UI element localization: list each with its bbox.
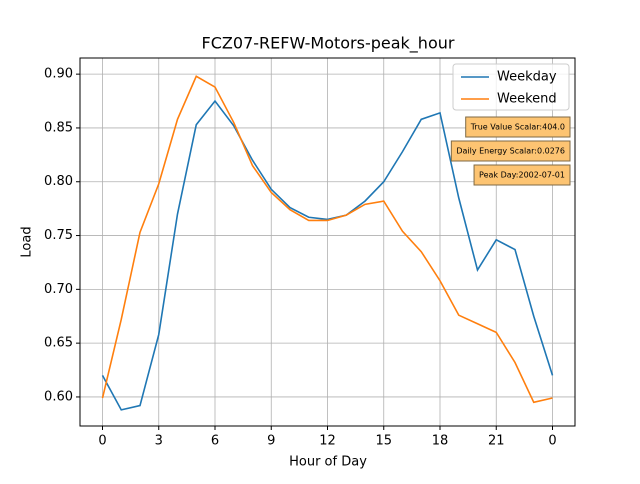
annotation: Daily Energy Scalar:0.0276 (456, 147, 565, 156)
legend-label: Weekday (497, 70, 557, 85)
x-tick-label: 15 (375, 434, 392, 449)
x-tick-label: 18 (432, 434, 449, 449)
y-tick-label: 0.90 (44, 67, 73, 82)
legend-label: Weekend (497, 92, 557, 107)
x-tick-label: 12 (319, 434, 336, 449)
x-axis-label: Hour of Day (289, 455, 367, 470)
y-tick-label: 0.65 (44, 336, 73, 351)
y-axis-label: Load (20, 226, 35, 257)
y-tick-label: 0.75 (44, 228, 73, 243)
x-tick-label: 0 (548, 434, 556, 449)
line-series (101, 75, 553, 404)
plot-frame (79, 57, 576, 427)
annotation: True Value Scalar:404.0 (470, 123, 565, 132)
y-tick-label: 0.80 (44, 174, 73, 189)
annotation-box (465, 116, 571, 138)
x-tick-label: 9 (267, 434, 275, 449)
line-series (101, 99, 554, 411)
annotation-box (450, 140, 571, 162)
y-tick-label: 0.70 (44, 282, 73, 297)
chart-title: FCZ07-REFW-Motors-peak_hour (202, 34, 455, 54)
x-tick-label: 6 (211, 434, 219, 449)
y-tick-label: 0.85 (44, 120, 73, 135)
y-tick-label: 0.60 (44, 389, 73, 404)
annotation-box (473, 164, 571, 186)
x-tick-label: 21 (488, 434, 505, 449)
x-tick-label: 0 (98, 434, 106, 449)
annotation: Peak Day:2002-07-01 (479, 171, 565, 180)
x-tick-label: 3 (155, 434, 163, 449)
